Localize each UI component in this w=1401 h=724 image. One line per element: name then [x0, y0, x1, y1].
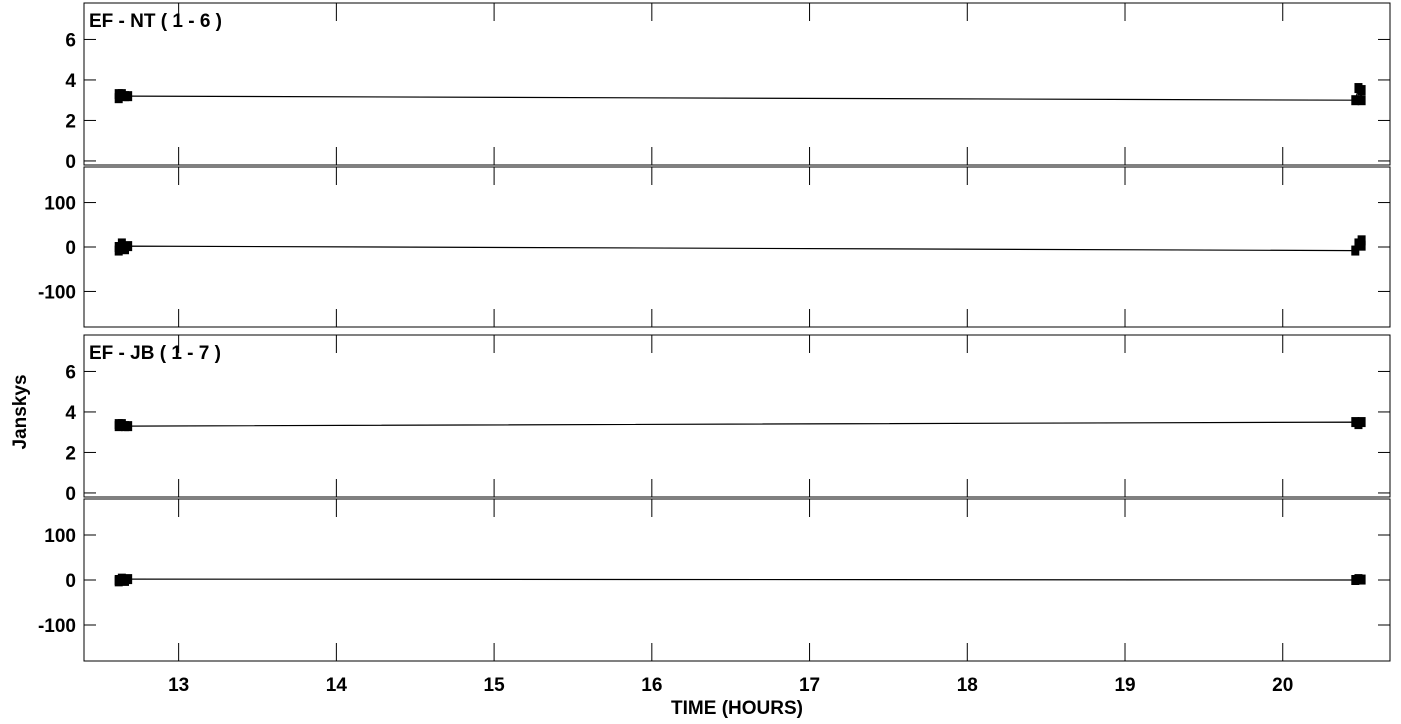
- x-tick-label: 20: [1272, 675, 1293, 696]
- y-tick-label: 0: [65, 571, 76, 592]
- y-tick-label: 0: [65, 238, 76, 259]
- amplitude-data-point: [1357, 95, 1366, 106]
- x-tick-label: 18: [957, 675, 978, 696]
- y-tick-label: 2: [65, 111, 76, 132]
- y-tick-label: 2: [65, 443, 76, 464]
- phase-data-point: [117, 238, 126, 249]
- phase-data-point: [124, 241, 133, 252]
- y-tick-label: 100: [44, 526, 76, 547]
- x-tick-label: 16: [641, 675, 662, 696]
- y-tick-label: 4: [65, 71, 76, 92]
- phase-data-point: [1351, 245, 1360, 256]
- phase-data-point: [124, 574, 133, 585]
- y-axis-label: Janskys: [10, 374, 31, 449]
- y-tick-label: 0: [65, 484, 76, 505]
- amplitude-data-point: [1357, 417, 1366, 428]
- x-tick-label: 13: [168, 675, 189, 696]
- amplitude-series-line-1: [118, 87, 1363, 101]
- amplitude-panel-frame-1: [83, 2, 1391, 166]
- amplitude-data-point: [124, 421, 133, 432]
- y-tick-label: 4: [65, 403, 76, 424]
- x-tick-label: 15: [484, 675, 506, 696]
- amplitude-data-point: [1351, 95, 1360, 106]
- x-tick-label: 19: [1114, 675, 1135, 696]
- amplitude-data-point: [1357, 85, 1366, 96]
- phase-data-point: [1357, 240, 1366, 251]
- phase-data-point: [114, 245, 123, 256]
- phase-data-point: [1357, 574, 1366, 585]
- y-tick-label: 6: [65, 362, 76, 383]
- amplitude-series-line-2: [118, 421, 1362, 428]
- phase-series-line-1: [118, 238, 1363, 252]
- y-tick-label: -100: [38, 282, 76, 303]
- x-axis-label: TIME (HOURS): [671, 698, 803, 719]
- phase-data-point: [1357, 235, 1366, 246]
- y-tick-label: 100: [44, 194, 76, 215]
- panel-title: EF - NT ( 1 - 6 ): [89, 11, 222, 32]
- y-tick-label: -100: [38, 616, 76, 637]
- y-tick-label: 6: [65, 30, 76, 51]
- x-tick-label: 14: [326, 675, 348, 696]
- x-tick-label: 17: [799, 675, 820, 696]
- amplitude-data-point: [124, 91, 133, 102]
- y-tick-label: 0: [65, 152, 76, 173]
- panel-title: EF - JB ( 1 - 7 ): [89, 343, 221, 364]
- amplitude-panel-frame-2: [83, 334, 1391, 498]
- phase-series-line-2: [118, 577, 1362, 583]
